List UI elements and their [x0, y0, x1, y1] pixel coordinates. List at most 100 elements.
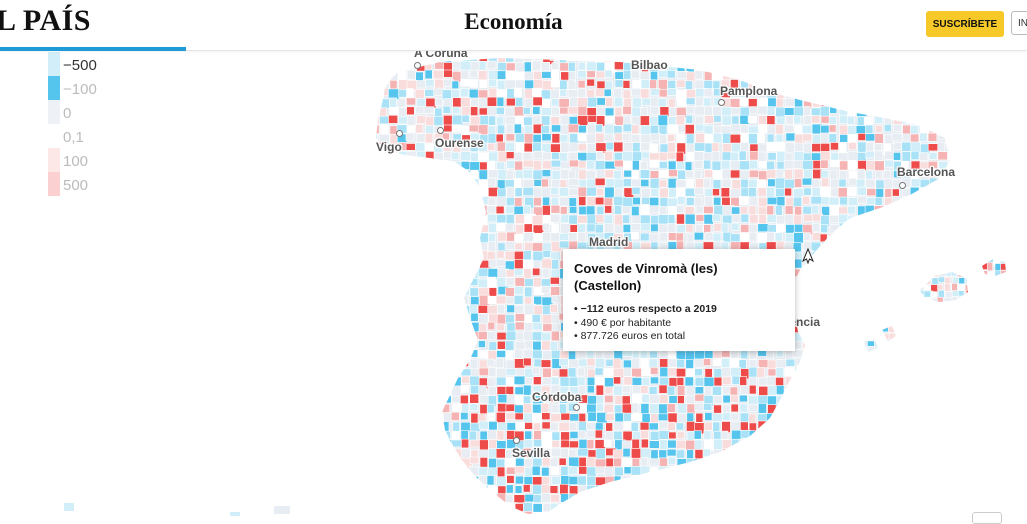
municipality-cell — [703, 61, 715, 72]
municipality-cell — [884, 375, 893, 385]
municipality-cell — [495, 133, 504, 143]
municipality-cell — [802, 58, 811, 61]
municipality-cell — [640, 179, 650, 187]
map-zoom-control[interactable] — [972, 512, 1002, 524]
municipality-cell — [434, 366, 444, 376]
municipality-cell — [929, 403, 939, 416]
municipality-cell — [920, 305, 929, 316]
municipality-cell — [937, 357, 950, 367]
municipality-cell — [918, 214, 931, 226]
municipality-cell — [923, 259, 933, 263]
municipality-cell — [838, 313, 849, 322]
municipality-cell — [712, 132, 723, 144]
municipality-cell — [675, 439, 687, 449]
municipality-cell — [874, 125, 883, 133]
municipality-cell — [938, 132, 950, 141]
municipality-cell — [406, 241, 418, 250]
municipality-cell — [397, 178, 406, 187]
municipality-cell — [846, 61, 857, 72]
municipality-cell — [847, 331, 856, 339]
municipality-cell — [694, 386, 704, 395]
municipality-cell — [802, 483, 811, 493]
municipality-cell — [883, 484, 896, 493]
municipality-cell — [910, 215, 920, 224]
municipality-cell — [915, 261, 924, 271]
el-pais-logo[interactable]: L PAÍS — [0, 4, 91, 37]
municipality-cell — [407, 449, 419, 460]
municipality-cell — [389, 350, 397, 360]
municipality-cell — [918, 206, 929, 216]
municipality-cell — [820, 475, 832, 486]
municipality-cell — [524, 493, 535, 503]
legend-swatch — [48, 76, 60, 100]
section-title[interactable]: Economía — [464, 9, 563, 34]
subscribe-button[interactable]: SUSCRÍBETE — [926, 11, 1004, 37]
municipality-cell — [376, 429, 380, 438]
municipality-cell — [495, 510, 505, 514]
municipality-cell — [630, 422, 639, 432]
municipality-cell — [515, 367, 525, 377]
municipality-cell — [639, 232, 651, 242]
municipality-cell — [958, 339, 966, 349]
municipality-cell — [424, 286, 434, 298]
municipality-cell — [722, 474, 733, 483]
municipality-cell — [893, 124, 902, 132]
municipality-cell — [938, 393, 946, 403]
municipality-cell — [486, 358, 495, 367]
municipality-cell — [987, 304, 995, 311]
municipality-cell — [856, 61, 868, 70]
login-button[interactable]: IN — [1011, 11, 1027, 35]
municipality-cell — [874, 439, 883, 451]
municipality-cell — [802, 412, 812, 424]
municipality-cell — [864, 303, 869, 310]
municipality-cell — [894, 338, 903, 347]
municipality-cell — [829, 431, 839, 443]
municipality-cell — [550, 394, 559, 403]
municipality-cell — [892, 98, 905, 108]
municipality-cell — [901, 215, 910, 227]
municipality-cell — [1008, 339, 1017, 346]
municipality-cell — [979, 284, 987, 293]
municipality-cell — [712, 188, 720, 196]
municipality-cell — [568, 214, 579, 225]
municipality-cell — [916, 277, 923, 284]
municipality-cell — [640, 430, 649, 439]
municipality-cell — [784, 187, 792, 197]
municipality-cell — [623, 58, 632, 63]
municipality-cell — [424, 467, 434, 476]
municipality-cell — [497, 124, 505, 135]
municipality-cell — [821, 286, 830, 295]
municipality-cell — [614, 159, 624, 168]
city-label-sevilla: Sevilla — [512, 446, 551, 460]
municipality-cell — [902, 250, 913, 263]
municipality-cell — [775, 133, 784, 144]
municipality-cell — [424, 133, 434, 144]
municipality-cell — [994, 291, 1002, 298]
municipality-cell — [828, 474, 840, 486]
municipality-cell — [747, 502, 760, 512]
municipality-cell — [937, 125, 947, 134]
municipality-cell — [830, 178, 840, 189]
municipality-cell — [694, 58, 705, 61]
municipality-cell — [451, 160, 463, 172]
municipality-cell — [415, 124, 424, 134]
municipality-cell — [451, 260, 461, 272]
municipality-cell — [947, 196, 950, 205]
municipality-cell — [667, 456, 676, 466]
municipality-cell — [524, 314, 533, 323]
municipality-cell — [802, 78, 814, 90]
municipality-cell — [614, 96, 623, 107]
municipality-cell — [1009, 312, 1017, 317]
municipality-cell — [883, 421, 894, 430]
municipality-cell — [398, 404, 410, 414]
municipality-cell — [908, 291, 917, 301]
municipality-cell — [549, 304, 558, 313]
municipality-cell — [765, 502, 775, 513]
municipality-cell — [569, 413, 580, 422]
municipality-cell — [686, 58, 697, 64]
municipality-cell — [478, 97, 488, 110]
municipality-cell — [918, 511, 929, 514]
municipality-cell — [506, 322, 516, 332]
municipality-cell — [376, 232, 382, 242]
municipality-cell — [901, 97, 913, 109]
